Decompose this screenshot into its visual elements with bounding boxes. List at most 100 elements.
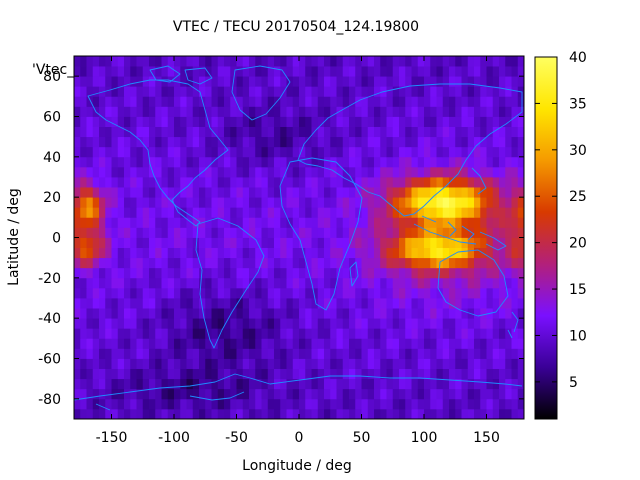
heatmap-cell (267, 358, 275, 369)
heatmap-cell (174, 318, 181, 329)
heatmap-cell (130, 348, 137, 359)
heatmap-cell (174, 66, 181, 77)
heatmap-cell (211, 166, 219, 178)
heatmap-cell (330, 116, 337, 127)
heatmap-cell (205, 166, 212, 178)
heatmap-cell (236, 267, 244, 279)
heatmap-cell (74, 277, 81, 289)
heatmap-cell (280, 207, 287, 218)
heatmap-cell (230, 166, 237, 178)
heatmap-cell (405, 217, 412, 228)
heatmap-cell (430, 96, 437, 107)
heatmap-cell (242, 86, 250, 97)
heatmap-cell (136, 408, 144, 420)
heatmap-cell (317, 298, 325, 309)
heatmap-cell (374, 378, 381, 390)
heatmap-cell (280, 257, 287, 269)
colorbar-tick-label: 5 (569, 375, 578, 391)
heatmap-cell (249, 177, 256, 188)
heatmap-cell (117, 408, 125, 420)
heatmap-cell (242, 287, 250, 299)
heatmap-cell (430, 237, 437, 248)
heatmap-cell (349, 217, 356, 228)
heatmap-cell (349, 237, 356, 248)
heatmap-cell (80, 86, 87, 97)
heatmap-cell (411, 156, 419, 168)
heatmap-cell (436, 86, 444, 97)
heatmap-cell (161, 156, 169, 168)
heatmap-cell (361, 348, 369, 359)
heatmap-cell (380, 166, 387, 178)
heatmap-cell (480, 318, 487, 329)
heatmap-cell (180, 257, 187, 269)
heatmap-cell (336, 328, 344, 339)
heatmap-cell (336, 408, 344, 420)
heatmap-cell (99, 398, 106, 410)
heatmap-cell (361, 197, 369, 208)
heatmap-cell (461, 348, 469, 359)
heatmap-cell (317, 378, 325, 390)
heatmap-cell (86, 358, 94, 369)
heatmap-cell (180, 177, 187, 188)
heatmap-cell (486, 126, 494, 138)
heatmap-cell (455, 247, 462, 259)
heatmap-cell (367, 368, 375, 380)
heatmap-cell (74, 207, 81, 218)
heatmap-cell (305, 146, 312, 158)
heatmap-cell (117, 116, 125, 127)
heatmap-cell (361, 358, 369, 369)
heatmap-cell (161, 308, 169, 319)
heatmap-cell (149, 287, 156, 299)
heatmap-cell (374, 247, 381, 259)
heatmap-cell (374, 76, 381, 87)
heatmap-cell (430, 126, 437, 138)
heatmap-cell (274, 56, 281, 67)
heatmap-cell (505, 388, 512, 400)
heatmap-cell (317, 227, 325, 238)
heatmap-cell (161, 197, 169, 208)
heatmap-cell (124, 166, 131, 178)
heatmap-cell (405, 227, 412, 238)
heatmap-cell (274, 116, 281, 127)
heatmap-cell (474, 368, 481, 380)
heatmap-cell (424, 136, 431, 148)
heatmap-cell (167, 408, 175, 420)
heatmap-cell (449, 207, 456, 218)
heatmap-cell (136, 298, 144, 309)
heatmap-cell (492, 277, 500, 289)
heatmap-cell (236, 56, 244, 67)
heatmap-cell (511, 177, 519, 188)
heatmap-cell (424, 126, 431, 138)
heatmap-cell (280, 348, 287, 359)
heatmap-cell (142, 328, 150, 339)
heatmap-cell (124, 106, 131, 117)
heatmap-cell (386, 227, 394, 238)
heatmap-cell (142, 156, 150, 168)
heatmap-cell (280, 298, 287, 309)
heatmap-cell (424, 408, 431, 420)
heatmap-cell (467, 277, 475, 289)
heatmap-cell (486, 368, 494, 380)
heatmap-cell (292, 156, 300, 168)
heatmap-cell (461, 76, 469, 87)
heatmap-cell (230, 177, 237, 188)
heatmap-cell (286, 66, 294, 77)
heatmap-cell (480, 328, 487, 339)
heatmap-cell (430, 287, 437, 299)
heatmap-cell (149, 328, 156, 339)
heatmap-cell (117, 106, 125, 117)
heatmap-cell (336, 86, 344, 97)
heatmap-cell (461, 318, 469, 329)
heatmap-cell (386, 328, 394, 339)
heatmap-cell (99, 388, 106, 400)
heatmap-cell (99, 166, 106, 178)
heatmap-cell (142, 86, 150, 97)
heatmap-cell (117, 237, 125, 248)
heatmap-cell (211, 116, 219, 127)
heatmap-cell (442, 227, 450, 238)
heatmap-cell (92, 177, 100, 188)
heatmap-cell (117, 358, 125, 369)
heatmap-cell (392, 207, 400, 218)
heatmap-cell (155, 388, 162, 400)
heatmap-cell (86, 287, 94, 299)
